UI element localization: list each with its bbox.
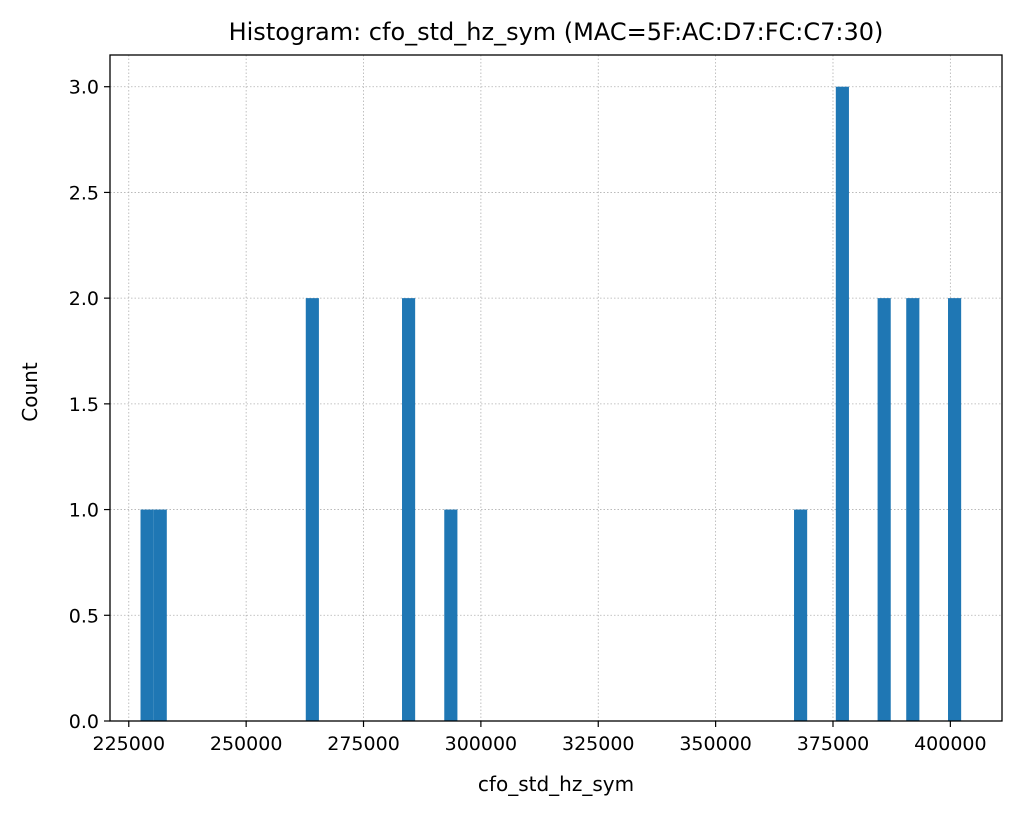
y-tick-label-5: 2.5: [69, 182, 99, 204]
x-tick-label-7: 400000: [914, 733, 987, 755]
y-tick-label-4: 2.0: [69, 288, 99, 310]
x-tick-label-5: 350000: [679, 733, 752, 755]
histogram-bar-0: [140, 509, 154, 721]
y-axis-label: Count: [18, 362, 42, 422]
y-tick-label-6: 3.0: [69, 77, 99, 99]
chart-title: Histogram: cfo_std_hz_sym (MAC=5F:AC:D7:…: [229, 18, 884, 46]
x-tick-label-4: 325000: [562, 733, 635, 755]
histogram-bar-3: [402, 298, 416, 721]
y-tick-label-3: 1.5: [69, 394, 99, 416]
histogram-bar-4: [444, 509, 458, 721]
histogram-bars: [140, 86, 962, 721]
y-axis-ticks: 0.0 0.5 1.0 1.5 2.0 2.5 3.0: [69, 77, 110, 733]
y-tick-label-1: 0.5: [69, 605, 99, 627]
x-tick-label-6: 375000: [797, 733, 870, 755]
x-tick-label-2: 275000: [327, 733, 400, 755]
grid-lines: [110, 55, 1002, 722]
y-tick-label-0: 0.0: [69, 711, 99, 733]
histogram-bar-9: [948, 298, 962, 721]
plot-frame: [109, 54, 1003, 722]
histogram-bar-1: [153, 509, 167, 721]
histogram-bar-8: [906, 298, 920, 721]
histogram-bar-2: [305, 298, 319, 721]
histogram-bar-5: [794, 509, 808, 721]
x-tick-label-0: 225000: [93, 733, 166, 755]
x-axis-label: cfo_std_hz_sym: [478, 772, 634, 796]
histogram-bar-6: [835, 86, 849, 721]
x-tick-label-3: 300000: [445, 733, 518, 755]
y-tick-label-2: 1.0: [69, 500, 99, 522]
x-axis-ticks: 225000 250000 275000 300000 325000 350000 3750…: [93, 721, 987, 755]
histogram-bar-7: [877, 298, 891, 721]
x-tick-label-1: 250000: [210, 733, 283, 755]
